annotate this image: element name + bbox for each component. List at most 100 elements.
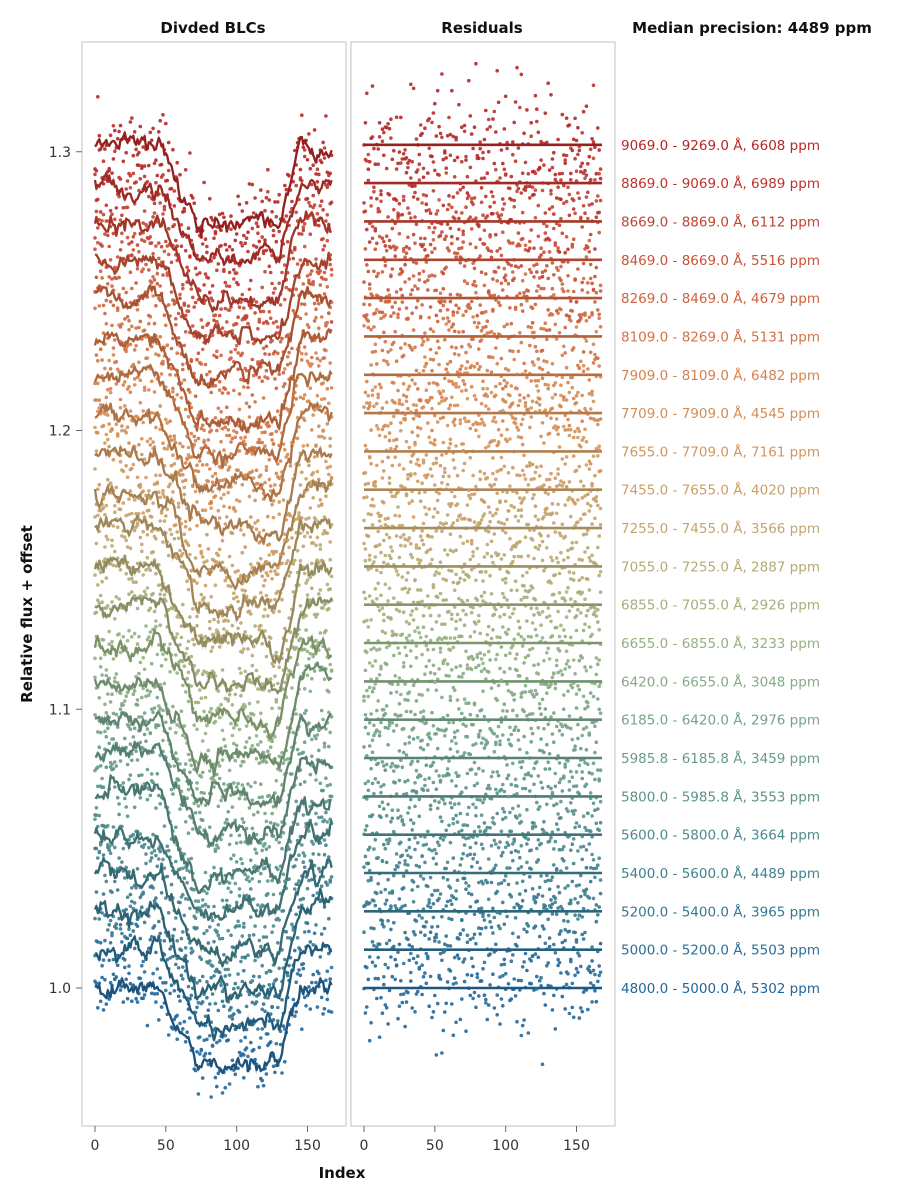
residual-point bbox=[387, 838, 392, 843]
blc-point bbox=[100, 673, 104, 677]
blc-point bbox=[315, 393, 320, 398]
blc-point bbox=[268, 270, 273, 275]
blc-point bbox=[175, 671, 179, 675]
blc-point bbox=[327, 472, 331, 477]
blc-point bbox=[182, 485, 187, 490]
blc-point bbox=[240, 979, 245, 984]
blc-point bbox=[260, 285, 265, 290]
blc-point bbox=[208, 1034, 212, 1038]
blc-point bbox=[161, 981, 165, 985]
blc-point bbox=[312, 319, 317, 323]
blc-point bbox=[195, 787, 199, 791]
blc-point bbox=[101, 958, 106, 962]
blc-point bbox=[121, 159, 126, 164]
residual-point bbox=[503, 815, 508, 820]
residual-point bbox=[460, 828, 464, 833]
residual-point bbox=[454, 889, 458, 893]
residual-point bbox=[448, 898, 453, 903]
blc-point bbox=[189, 763, 194, 768]
blc-point bbox=[261, 584, 266, 588]
blc-point bbox=[220, 560, 225, 565]
residual-point bbox=[417, 967, 422, 971]
blc-point bbox=[261, 1083, 266, 1088]
residual-point bbox=[588, 879, 593, 884]
blc-point bbox=[181, 282, 185, 287]
blc-point bbox=[283, 532, 287, 537]
blc-point bbox=[274, 549, 279, 554]
blc-point bbox=[237, 727, 242, 732]
blc-point bbox=[274, 700, 279, 704]
blc-point bbox=[186, 670, 191, 675]
blc-point bbox=[276, 941, 280, 945]
blc-point bbox=[283, 1027, 287, 1031]
blc-point bbox=[220, 1091, 225, 1095]
blc-point bbox=[103, 441, 107, 445]
residual-point bbox=[554, 822, 559, 826]
residual-point bbox=[441, 838, 446, 842]
blc-point bbox=[254, 756, 259, 761]
residual-point bbox=[515, 881, 519, 885]
blc-point bbox=[131, 171, 136, 176]
blc-point bbox=[198, 810, 202, 815]
residual-point bbox=[396, 764, 400, 769]
residual-point bbox=[494, 863, 498, 868]
blc-point bbox=[158, 298, 162, 303]
blc-point bbox=[164, 121, 168, 126]
blc-point bbox=[117, 812, 121, 817]
residual-point bbox=[444, 828, 449, 833]
blc-point bbox=[312, 128, 317, 132]
residual-point bbox=[367, 744, 372, 748]
blc-point bbox=[179, 973, 184, 978]
residual-point bbox=[389, 927, 393, 932]
blc-point bbox=[118, 568, 123, 572]
residual-point bbox=[418, 930, 423, 935]
blc-point bbox=[181, 892, 185, 897]
blc-point bbox=[195, 926, 199, 930]
residual-point bbox=[383, 887, 388, 892]
blc-point bbox=[117, 597, 121, 601]
blc-point bbox=[200, 242, 205, 246]
blc-point bbox=[240, 783, 245, 787]
blc-point bbox=[134, 281, 138, 285]
blc-point bbox=[145, 533, 150, 537]
blc-point bbox=[171, 390, 175, 394]
blc-point bbox=[147, 388, 151, 392]
blc-point bbox=[280, 561, 284, 566]
blc-point bbox=[179, 948, 184, 952]
blc-point bbox=[124, 571, 128, 576]
blc-point bbox=[192, 642, 196, 647]
residual-point bbox=[424, 763, 429, 767]
blc-point bbox=[305, 649, 310, 654]
blc-point bbox=[169, 944, 174, 949]
residual-point bbox=[392, 769, 396, 773]
residual-point bbox=[430, 893, 434, 897]
residual-point bbox=[383, 768, 388, 772]
blc-point bbox=[266, 749, 270, 753]
blc-point bbox=[176, 311, 181, 316]
blc-point bbox=[220, 758, 225, 762]
residual-point bbox=[590, 1000, 594, 1004]
blc-point bbox=[98, 665, 103, 669]
residual-point bbox=[386, 919, 390, 923]
residual-point bbox=[494, 842, 498, 846]
blc-point bbox=[234, 634, 239, 639]
residual-point bbox=[519, 820, 524, 824]
residual-point bbox=[522, 776, 526, 781]
residual-point bbox=[392, 944, 396, 949]
residual-point bbox=[479, 906, 484, 911]
blc-point bbox=[270, 706, 274, 711]
blc-point bbox=[290, 922, 294, 927]
blc-point bbox=[118, 923, 123, 927]
blc-point bbox=[200, 555, 205, 559]
residual-point bbox=[577, 1016, 582, 1020]
blc-point bbox=[159, 372, 164, 376]
residual-point bbox=[498, 926, 502, 931]
blc-point bbox=[308, 772, 313, 777]
blc-point bbox=[243, 442, 247, 447]
blc-point bbox=[96, 765, 100, 769]
residual-point bbox=[501, 1004, 505, 1008]
blc-point bbox=[111, 767, 116, 771]
blc-point bbox=[212, 617, 216, 622]
residual-point bbox=[413, 847, 417, 852]
residual-point bbox=[539, 874, 543, 878]
